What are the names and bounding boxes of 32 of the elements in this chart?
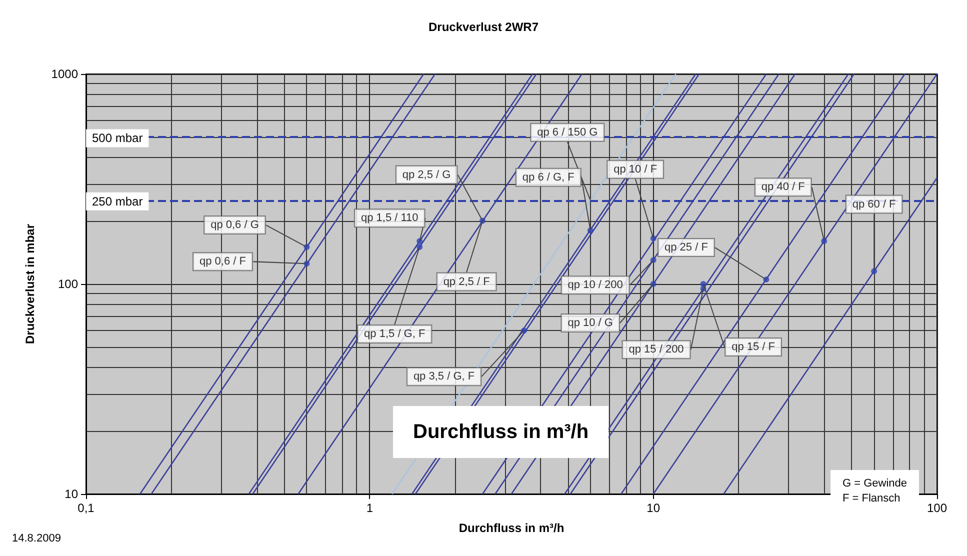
- x-tick-label: 1: [366, 501, 374, 515]
- y-tick-label: 1000: [51, 67, 78, 81]
- annotation: qp 2,5 / G: [402, 168, 451, 181]
- annotation: qp 60 / F: [852, 198, 896, 210]
- chart-title: Druckverlust 2WR7: [428, 20, 539, 34]
- annotation: qp 1,5 / G, F: [364, 328, 426, 340]
- annotation: qp 15 / 200: [628, 344, 684, 356]
- annotation: qp 0,6 / G: [210, 219, 259, 232]
- text: 14.8.2009: [12, 532, 61, 544]
- x-tick-label: 100: [926, 501, 948, 515]
- y-tick-label: 100: [58, 277, 78, 291]
- annotation: qp 25 / F: [664, 242, 708, 254]
- annotation: G = Gewinde F = Flansch: [842, 478, 908, 504]
- annotation: qp 10 / G: [568, 317, 613, 329]
- annotation: qp 6 / G, F: [522, 171, 575, 184]
- annotation: Durchfluss in m³/h: [413, 421, 589, 443]
- y-axis-title: Druckverlust in mbar: [23, 224, 37, 344]
- x-tick-label: 10: [646, 501, 660, 515]
- annotation: qp 6 / 150 G: [537, 126, 598, 138]
- x-axis-title: Durchfluss in m³/h: [458, 521, 564, 535]
- annotation: qp 10 / F: [614, 163, 658, 176]
- annotation: qp 1,5 / 110: [360, 212, 418, 224]
- annotation: qp 3,5 / G, F: [413, 370, 475, 383]
- annotation: qp 0,6 / F: [199, 256, 246, 268]
- annotation: qp 15 / F: [732, 341, 776, 353]
- annotation: qp 40 / F: [761, 181, 806, 194]
- x-tick-label: 0,1: [78, 501, 95, 515]
- y-tick-label: 10: [64, 487, 78, 501]
- annotation: qp 10 / 200: [568, 279, 623, 292]
- ref-line-label: 500 mbar: [92, 131, 143, 146]
- annotation: qp 2,5 / F: [443, 276, 490, 288]
- ref-line-label: 250 mbar: [92, 194, 143, 208]
